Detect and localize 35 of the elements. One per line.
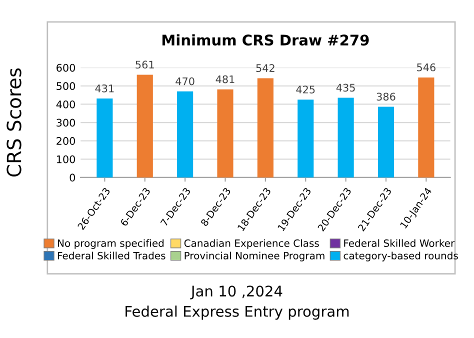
- data-label: 435: [336, 84, 355, 92]
- data-label: 425: [296, 86, 315, 94]
- legend-label: No program specified: [58, 239, 164, 249]
- bar: [418, 77, 434, 178]
- legend-label: category-based rounds: [344, 252, 458, 262]
- bar: [177, 91, 194, 178]
- legend-label: Federal Skilled Worker: [344, 239, 455, 247]
- y-tick-label: 500: [56, 82, 76, 90]
- bar: [257, 78, 274, 178]
- data-label: 481: [216, 75, 234, 84]
- y-tick-label: 400: [56, 100, 76, 108]
- legend-label: Canadian Experience Class: [184, 239, 319, 249]
- data-label: 561: [136, 60, 154, 69]
- legend-label: Provincial Nominee Program: [184, 252, 324, 262]
- text: Jan 10 ,2024: [190, 286, 282, 300]
- data-label: 470: [176, 77, 194, 86]
- bar: [338, 98, 354, 178]
- y-tick-label: 100: [56, 155, 76, 164]
- chart-title: Minimum CRS Draw #279: [162, 34, 369, 46]
- bar: [298, 100, 314, 178]
- bar: [378, 106, 394, 178]
- data-label: 431: [95, 84, 114, 92]
- bar: [136, 74, 153, 178]
- data-label: 542: [256, 64, 274, 72]
- legend-label: Federal Skilled Trades: [58, 252, 166, 260]
- y-tick-label: 0: [70, 174, 76, 182]
- bar: [96, 98, 113, 178]
- y-tick-label: 600: [56, 64, 76, 72]
- data-label: 546: [417, 63, 436, 72]
- y-axis-title: CRS Scores: [6, 68, 22, 177]
- y-tick-label: 300: [56, 118, 76, 127]
- data-label: 386: [376, 92, 396, 101]
- text: Federal Express Entry program: [126, 306, 349, 320]
- bar: [217, 89, 234, 178]
- y-tick-label: 200: [56, 137, 76, 145]
